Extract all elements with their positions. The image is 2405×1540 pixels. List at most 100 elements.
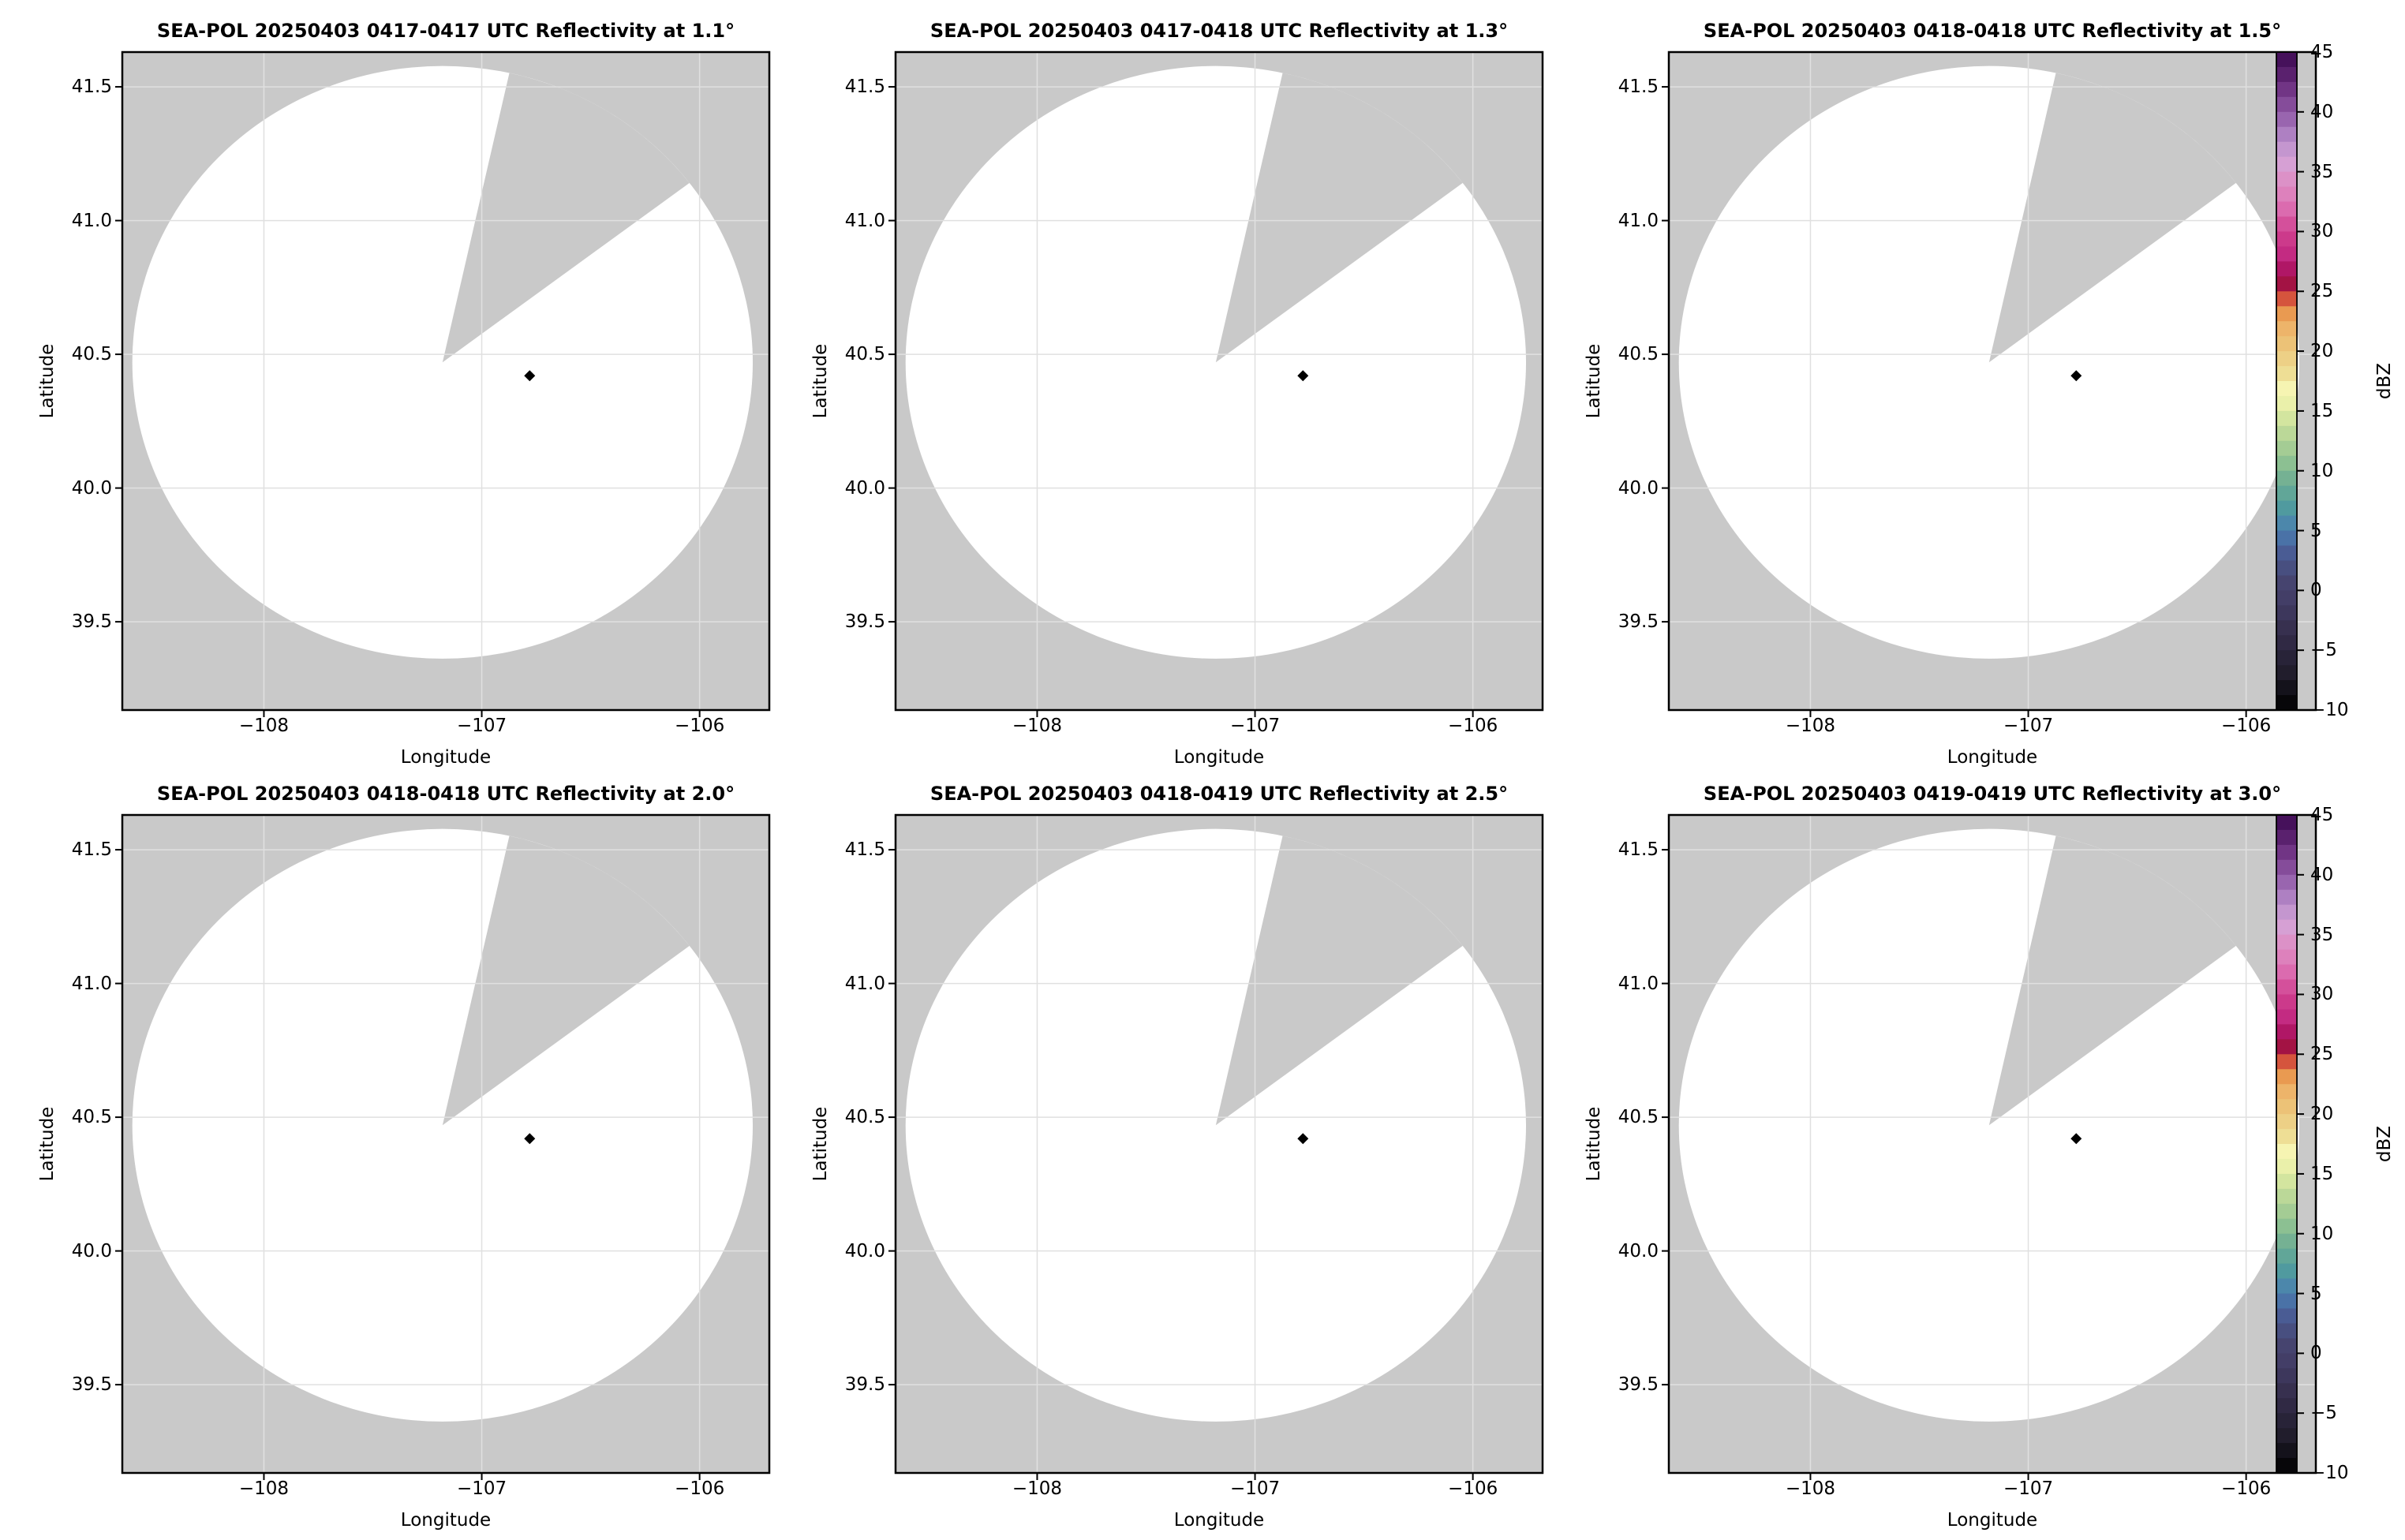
- x-tick-label: −106: [1448, 1478, 1498, 1499]
- plot-title: SEA-POL 20250403 0419-0419 UTC Reflectiv…: [1703, 783, 2282, 805]
- y-tick-labels: 41.5 41.0 40.5 40.0 39.5: [1547, 815, 1659, 1473]
- subplot-5: SEA-POL 20250403 0418-0419 UTC Reflectiv…: [773, 763, 1547, 1540]
- y-tick-label: 41.5: [71, 77, 112, 98]
- colorbar-tick-label: 15: [2310, 400, 2334, 421]
- y-tick-labels: 41.5 41.0 40.5 40.0 39.5: [0, 815, 112, 1473]
- subplot-6: SEA-POL 20250403 0419-0419 UTC Reflectiv…: [1547, 763, 2320, 1540]
- x-tick-label: −107: [456, 1478, 507, 1499]
- plot-title: SEA-POL 20250403 0417-0417 UTC Reflectiv…: [156, 20, 735, 42]
- x-tick-labels: −108 −107 −106: [1669, 1478, 2316, 1501]
- x-axis-label: Longitude: [1173, 747, 1265, 768]
- x-tick-label: −108: [238, 1478, 290, 1499]
- colorbar-tick-label: 5: [2310, 520, 2322, 541]
- x-tick-labels: −108 −107 −106: [896, 1478, 1543, 1501]
- colorbar-label: dBZ: [2374, 1125, 2395, 1163]
- colorbar-tick-label: 35: [2310, 161, 2334, 182]
- plot-title: SEA-POL 20250403 0417-0418 UTC Reflectiv…: [929, 20, 1509, 42]
- y-tick-label: 40.0: [1618, 477, 1659, 499]
- x-tick-labels: −108 −107 −106: [896, 715, 1543, 738]
- colorbar-tick-labels: 45 40 35 30 25 20 15 10 5 0 −5 −10: [2310, 805, 2381, 1483]
- colorbar-tick-label: 25: [2310, 1044, 2334, 1065]
- radar-ppi-plot: [888, 813, 1544, 1480]
- colorbar-tick-label: −5: [2310, 1403, 2337, 1424]
- x-axis-label: Longitude: [400, 1510, 492, 1531]
- x-axis-label: Longitude: [1947, 1510, 2038, 1531]
- y-tick-label: 40.5: [844, 344, 885, 365]
- x-axis-label: Longitude: [1173, 1510, 1265, 1531]
- y-tick-label: 41.0: [71, 210, 112, 231]
- radar-ppi-plot: [1662, 813, 2317, 1480]
- radar-ppi-plot: [115, 813, 771, 1480]
- x-tick-label: −108: [1785, 716, 1836, 736]
- x-tick-label: −108: [1012, 1478, 1063, 1499]
- y-tick-label: 41.5: [1618, 77, 1659, 98]
- x-tick-label: −107: [1229, 1478, 1281, 1499]
- x-tick-label: −107: [2003, 716, 2054, 736]
- plot-title: SEA-POL 20250403 0418-0418 UTC Reflectiv…: [156, 783, 735, 805]
- y-tick-label: 41.5: [1618, 839, 1659, 861]
- colorbar-tick-label: −10: [2310, 1463, 2349, 1483]
- y-tick-label: 40.0: [1618, 1240, 1659, 1262]
- x-tick-label: −106: [2221, 1478, 2272, 1499]
- radar-ppi-plot: [115, 50, 771, 717]
- x-tick-label: −106: [2221, 716, 2272, 736]
- y-tick-label: 40.0: [844, 477, 885, 499]
- x-tick-label: −106: [675, 716, 725, 736]
- y-tick-labels: 41.5 41.0 40.5 40.0 39.5: [0, 52, 112, 710]
- y-tick-label: 39.5: [71, 611, 112, 633]
- colorbar-tick-label: 10: [2310, 1223, 2334, 1244]
- plot-title: SEA-POL 20250403 0418-0418 UTC Reflectiv…: [1703, 20, 2282, 42]
- x-axis-label: Longitude: [400, 747, 492, 768]
- colorbar-label: dBZ: [2374, 362, 2395, 400]
- y-tick-label: 41.0: [71, 973, 112, 994]
- y-tick-label: 41.0: [844, 973, 885, 994]
- colorbar-gradient: [2276, 814, 2304, 1474]
- y-tick-label: 41.5: [844, 839, 885, 861]
- radar-ppi-plot: [888, 50, 1544, 717]
- y-tick-label: 39.5: [71, 1374, 112, 1396]
- y-tick-label: 41.0: [1618, 210, 1659, 231]
- x-tick-label: −108: [238, 716, 290, 736]
- colorbar-tick-label: 0: [2310, 580, 2322, 601]
- y-tick-label: 40.5: [1618, 344, 1659, 365]
- y-tick-label: 40.5: [71, 344, 112, 365]
- x-tick-label: −108: [1012, 716, 1063, 736]
- colorbar-tick-label: −10: [2310, 700, 2349, 720]
- y-tick-label: 40.5: [844, 1107, 885, 1128]
- y-tick-label: 41.0: [1618, 973, 1659, 994]
- colorbar-tick-label: 45: [2310, 42, 2334, 62]
- colorbar-tick-label: 20: [2310, 341, 2334, 362]
- y-tick-label: 40.0: [71, 1240, 112, 1262]
- y-tick-label: 39.5: [844, 611, 885, 633]
- y-tick-label: 40.5: [71, 1107, 112, 1128]
- x-tick-label: −107: [2003, 1478, 2054, 1499]
- colorbar-tick-label: −5: [2310, 640, 2337, 661]
- x-tick-label: −108: [1785, 1478, 1836, 1499]
- radar-ppi-plot: [1662, 50, 2317, 717]
- y-tick-label: 39.5: [844, 1374, 885, 1396]
- colorbar-tick-label: 40: [2310, 101, 2334, 122]
- x-tick-label: −107: [1229, 716, 1281, 736]
- x-tick-labels: −108 −107 −106: [1669, 715, 2316, 738]
- y-tick-labels: 41.5 41.0 40.5 40.0 39.5: [1547, 52, 1659, 710]
- x-tick-labels: −108 −107 −106: [122, 715, 769, 738]
- y-tick-label: 40.5: [1618, 1107, 1659, 1128]
- y-tick-label: 39.5: [1618, 611, 1659, 633]
- y-tick-label: 41.0: [844, 210, 885, 231]
- colorbar-tick-label: 30: [2310, 221, 2334, 242]
- subplot-4: SEA-POL 20250403 0418-0418 UTC Reflectiv…: [0, 763, 773, 1540]
- colorbar-bottom: 45 40 35 30 25 20 15 10 5 0 −5 −10 dBZ: [2276, 805, 2405, 1483]
- colorbar-tick-label: 20: [2310, 1104, 2334, 1125]
- colorbar-tick-label: 30: [2310, 984, 2334, 1005]
- subplot-3: SEA-POL 20250403 0418-0418 UTC Reflectiv…: [1547, 0, 2320, 777]
- x-axis-label: Longitude: [1947, 747, 2038, 768]
- x-tick-label: −106: [675, 1478, 725, 1499]
- colorbar-tick-labels: 45 40 35 30 25 20 15 10 5 0 −5 −10: [2310, 42, 2381, 720]
- colorbar-tick-label: 25: [2310, 281, 2334, 302]
- colorbar-top: 45 40 35 30 25 20 15 10 5 0 −5 −10 dBZ: [2276, 42, 2405, 720]
- subplot-1: SEA-POL 20250403 0417-0417 UTC Reflectiv…: [0, 0, 773, 777]
- y-tick-label: 41.5: [71, 839, 112, 861]
- y-tick-labels: 41.5 41.0 40.5 40.0 39.5: [773, 52, 885, 710]
- x-tick-labels: −108 −107 −106: [122, 1478, 769, 1501]
